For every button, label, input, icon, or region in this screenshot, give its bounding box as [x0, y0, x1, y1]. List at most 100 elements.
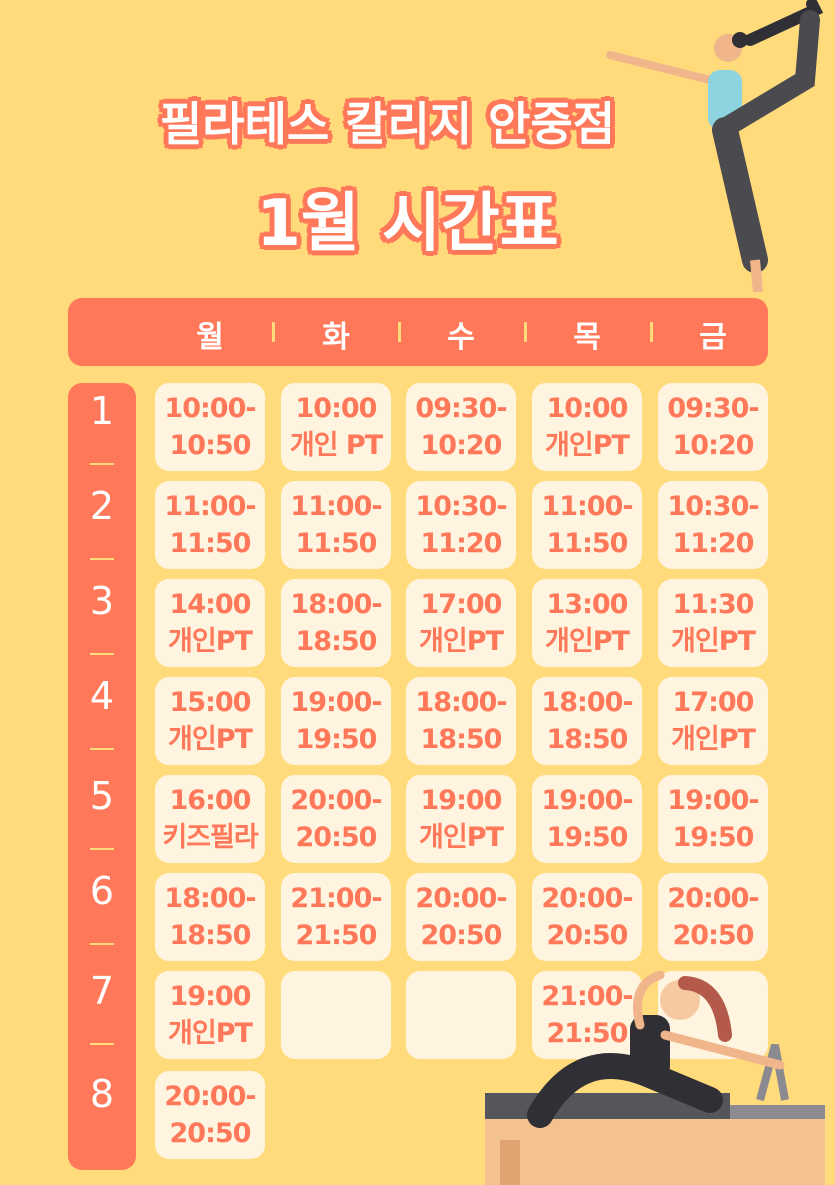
divider: [90, 848, 114, 850]
class-slot: 10:00 개인PT: [532, 383, 642, 471]
divider: [398, 322, 401, 342]
slot-text: 21:50: [295, 920, 378, 951]
slot-text: 10:00: [295, 393, 378, 424]
period-number: 1: [89, 389, 115, 433]
slot-text: 20:00-: [290, 785, 382, 816]
period-number: 6: [89, 869, 115, 913]
class-slot: 21:00- 21:50: [532, 971, 642, 1059]
slot-text: 개인PT: [671, 626, 756, 657]
dancer-illustration: [606, 0, 824, 293]
day-thu: 목: [573, 320, 601, 355]
slot-text: 09:30-: [415, 393, 507, 424]
weekday-header: 월 화 수 목 금: [68, 298, 768, 366]
slot-text: 11:00-: [164, 491, 256, 522]
class-slot: [281, 971, 391, 1059]
period-sidebar: 1 2 3 4 5 6 7 8: [68, 383, 136, 1170]
slot-text: 10:00-: [164, 393, 256, 424]
class-slot: 18:00- 18:50: [406, 677, 516, 765]
divider: [524, 322, 527, 342]
class-slot: 21:00- 21:50: [281, 873, 391, 961]
class-slot: 10:30- 11:20: [658, 481, 768, 569]
slot-text: 10:50: [169, 430, 252, 461]
class-slot: 20:00- 20:50: [406, 873, 516, 961]
class-slot: 16:00 키즈필라: [155, 775, 265, 863]
slot-text: 11:00-: [290, 491, 382, 522]
slot-text: 09:30-: [667, 393, 759, 424]
period-number: 4: [89, 674, 115, 718]
slot-text: 13:00: [546, 589, 629, 620]
class-slot: 19:00- 19:50: [658, 775, 768, 863]
slot-text: 17:00: [672, 687, 755, 718]
divider: [650, 322, 653, 342]
class-slot: 19:00- 19:50: [532, 775, 642, 863]
slot-text: 10:00: [546, 393, 629, 424]
slot-text: 20:50: [295, 822, 378, 853]
slot-text: 18:00-: [415, 687, 507, 718]
slot-text: 19:00-: [667, 785, 759, 816]
class-slot: 13:00 개인PT: [532, 579, 642, 667]
slot-text: 20:00-: [541, 883, 633, 914]
divider: [90, 653, 114, 655]
slot-text: 10:30-: [667, 491, 759, 522]
class-slot: [406, 971, 516, 1059]
slot-text: 21:00-: [290, 883, 382, 914]
slot-text: 11:50: [546, 528, 629, 559]
slot-text: 19:00-: [541, 785, 633, 816]
slot-text: 개인PT: [545, 430, 630, 461]
slot-text: 11:20: [420, 528, 503, 559]
slot-text: 18:50: [546, 724, 629, 755]
class-slot: 11:30 개인PT: [658, 579, 768, 667]
class-slot: 20:00- 20:50: [281, 775, 391, 863]
divider: [90, 748, 114, 750]
slot-text: 20:00-: [164, 1081, 256, 1112]
slot-text: 18:50: [295, 626, 378, 657]
class-slot: 09:30- 10:20: [658, 383, 768, 471]
class-slot: 09:30- 10:20: [406, 383, 516, 471]
slot-text: 14:00: [169, 589, 252, 620]
slot-text: 20:50: [672, 920, 755, 951]
class-slot: 20:00- 20:50: [532, 873, 642, 961]
slot-text: 19:50: [295, 724, 378, 755]
class-slot: 11:00- 11:50: [532, 481, 642, 569]
slot-text: 11:50: [295, 528, 378, 559]
slot-text: 20:00-: [667, 883, 759, 914]
period-number: 5: [89, 774, 115, 818]
slot-text: 21:50: [546, 1018, 629, 1049]
day-mon: 월: [196, 320, 224, 355]
slot-text: 20:50: [420, 920, 503, 951]
class-slot: 20:00- 20:50: [155, 1071, 265, 1159]
divider: [272, 322, 275, 342]
class-slot: 10:00 개인 PT: [281, 383, 391, 471]
day-fri: 금: [699, 320, 727, 355]
slot-text: 18:50: [169, 920, 252, 951]
class-slot: 17:00 개인PT: [658, 677, 768, 765]
slot-text: 개인 PT: [289, 430, 383, 461]
slot-text: 20:50: [169, 1118, 252, 1149]
class-slot: 11:00- 11:50: [281, 481, 391, 569]
slot-text: 11:00-: [541, 491, 633, 522]
reformer-pilates-illustration: [485, 970, 825, 1185]
slot-text: 18:00-: [541, 687, 633, 718]
class-slot: 17:00 개인PT: [406, 579, 516, 667]
class-slot: 19:00 개인PT: [406, 775, 516, 863]
slot-text: 11:20: [672, 528, 755, 559]
slot-text: 18:50: [420, 724, 503, 755]
slot-text: 11:50: [169, 528, 252, 559]
slot-text: 17:00: [420, 589, 503, 620]
class-slot: 15:00 개인PT: [155, 677, 265, 765]
slot-text: 16:00: [169, 785, 252, 816]
class-slot: 10:30- 11:20: [406, 481, 516, 569]
slot-text: 18:00-: [290, 589, 382, 620]
day-wed: 수: [447, 320, 475, 355]
period-number: 8: [89, 1072, 115, 1116]
slot-text: 개인PT: [545, 626, 630, 657]
class-slot: 10:00- 10:50: [155, 383, 265, 471]
slot-text: 18:00-: [164, 883, 256, 914]
class-slot: 18:00- 18:50: [532, 677, 642, 765]
slot-text: 개인PT: [168, 626, 253, 657]
slot-text: 19:00-: [290, 687, 382, 718]
slot-text: 키즈필라: [162, 822, 258, 853]
slot-text: 20:50: [546, 920, 629, 951]
slot-text: 19:00: [420, 785, 503, 816]
slot-text: 19:50: [546, 822, 629, 853]
